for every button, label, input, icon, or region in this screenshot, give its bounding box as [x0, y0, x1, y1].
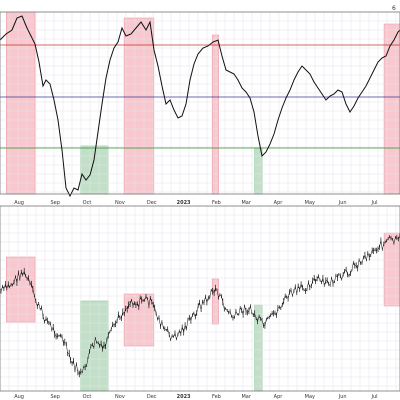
shaded-period-overbought: [123, 293, 155, 347]
indicator-tick-label: Jun: [338, 200, 347, 206]
shaded-period-overbought: [123, 17, 155, 195]
price-tick-label: 2023: [177, 394, 191, 400]
price-tick-label: Aug: [14, 394, 24, 400]
shaded-period-overbought: [383, 23, 400, 195]
indicator-tick-label: Oct: [83, 200, 92, 206]
indicator-reference-lines: [0, 44, 400, 149]
shaded-period-overbought: [383, 232, 400, 307]
indicator-series: [0, 15, 400, 198]
indicator-tick-label: Apr: [274, 200, 284, 206]
price-tick-label: Feb: [212, 394, 221, 400]
price-panel: Aug Sep Oct Nov Dec 2023 Feb Mar Apr May Jun Jul: [0, 205, 400, 400]
shaded-period-overbought: [6, 11, 36, 195]
price-tick-label: Mar: [241, 394, 251, 400]
price-series: [0, 233, 400, 378]
shaded-period-overbought: [6, 256, 36, 323]
indicator-corner-label: 6: [392, 5, 396, 12]
shaded-period-overbought: [211, 34, 219, 195]
shaded-period-overbought: [211, 278, 219, 325]
indicator-tick-label: 2023: [177, 200, 191, 206]
indicator-tick-label: May: [305, 200, 315, 206]
indicator-tick-label: Nov: [115, 200, 125, 206]
price-tick-label: Nov: [115, 394, 125, 400]
price-tick-label: Jul: [370, 394, 377, 400]
price-x-tick-labels: Aug Sep Oct Nov Dec 2023 Feb Mar Apr May Jun Jul: [14, 394, 377, 400]
indicator-panel: 6 Aug Sep Oct Nov Dec 2023 Feb Mar Apr May Jun Jul: [0, 5, 400, 206]
price-tick-label: Apr: [274, 394, 284, 400]
price-line: [0, 235, 400, 375]
shaded-period-oversold: [80, 145, 109, 195]
indicator-tick-label: Dec: [147, 200, 157, 206]
price-tick-label: Sep: [50, 394, 59, 400]
indicator-gridlines: [0, 11, 400, 194]
price-gridlines: [0, 205, 400, 391]
indicator-tick-label: Mar: [241, 200, 251, 206]
indicator-tick-label: Jul: [370, 200, 377, 206]
price-tick-label: Oct: [83, 394, 92, 400]
indicator-frame: [0, 11, 400, 195]
price-tick-label: May: [305, 394, 315, 400]
price-tick-label: Dec: [147, 394, 157, 400]
price-frame: [0, 205, 400, 392]
indicator-x-tick-labels: Aug Sep Oct Nov Dec 2023 Feb Mar Apr May Jun Jul: [14, 200, 377, 206]
indicator-tick-label: Aug: [14, 200, 24, 206]
price-tick-label: Jun: [338, 394, 347, 400]
indicator-line: [0, 15, 400, 198]
indicator-tick-label: Feb: [212, 200, 221, 206]
indicator-tick-label: Sep: [50, 200, 59, 206]
